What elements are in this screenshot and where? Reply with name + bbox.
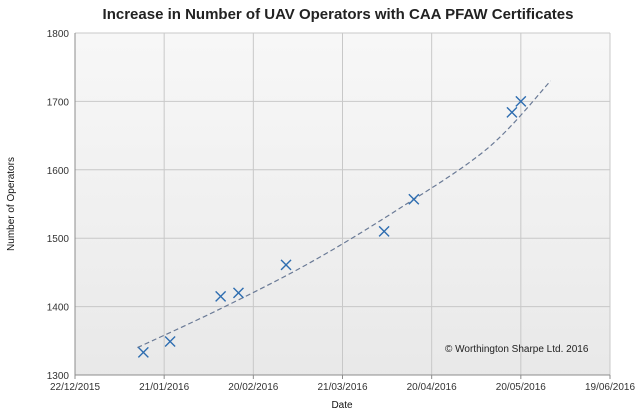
- x-tick-label: 22/12/2015: [50, 382, 100, 393]
- trendline: [137, 80, 552, 349]
- data-point: [232, 287, 244, 299]
- data-point-stroke: [408, 193, 420, 205]
- data-point: [408, 193, 420, 205]
- y-tick-label: 1800: [47, 29, 70, 40]
- data-point: [515, 95, 527, 107]
- y-tick-labels: 1300 1400 1500 1600 1700 1800: [47, 29, 70, 382]
- y-tick-label: 1400: [47, 303, 70, 314]
- x-tick-label: 21/03/2016: [317, 382, 367, 393]
- data-point-stroke: [280, 259, 292, 271]
- x-axis-title: Date: [331, 400, 353, 411]
- y-tick-label: 1600: [47, 166, 70, 177]
- data-point: [215, 290, 227, 302]
- y-tick-label: 1700: [47, 97, 70, 108]
- data-point: [137, 346, 149, 358]
- x-tick-label: 20/04/2016: [407, 382, 457, 393]
- data-point-stroke: [506, 106, 518, 118]
- x-tick-label: 19/06/2016: [585, 382, 635, 393]
- y-tick-label: 1500: [47, 234, 70, 245]
- y-axis-title: Number of Operators: [6, 157, 17, 251]
- data-point-stroke: [215, 290, 227, 302]
- data-point-stroke: [164, 335, 176, 347]
- data-markers: [137, 95, 527, 358]
- gridlines: [74, 32, 611, 379]
- data-point: [378, 225, 390, 237]
- x-tick-label: 20/02/2016: [228, 382, 278, 393]
- data-point: [506, 106, 518, 118]
- data-point-stroke: [232, 287, 244, 299]
- chart-title: Increase in Number of UAV Operators with…: [103, 6, 574, 23]
- data-point: [164, 335, 176, 347]
- x-tick-labels: 22/12/2015 21/01/2016 20/02/2016 21/03/2016…: [50, 382, 635, 393]
- copyright-note: © Worthington Sharpe Ltd. 2016: [445, 344, 589, 355]
- data-point-stroke: [137, 346, 149, 358]
- data-point-stroke: [515, 95, 527, 107]
- data-point-stroke: [378, 225, 390, 237]
- x-tick-label: 20/05/2016: [496, 382, 546, 393]
- data-point: [280, 259, 292, 271]
- y-tick-label: 1300: [47, 371, 70, 382]
- x-tick-label: 21/01/2016: [139, 382, 189, 393]
